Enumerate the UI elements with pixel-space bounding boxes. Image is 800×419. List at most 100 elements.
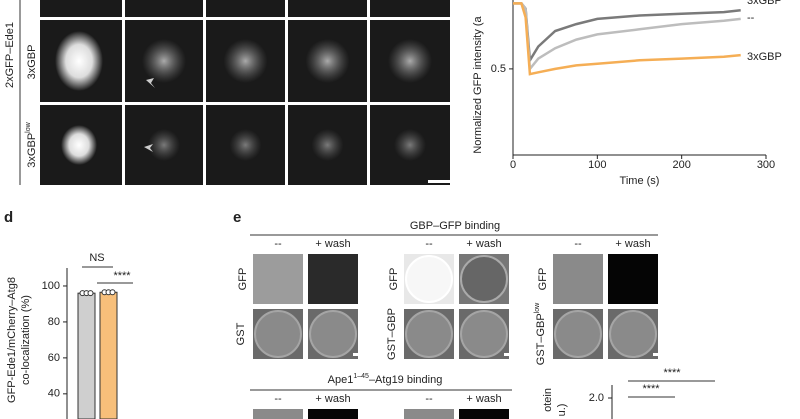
row-label-main: GFP [237, 268, 249, 291]
condensate [388, 39, 432, 83]
bead-image [253, 409, 303, 419]
legend-entry: 3xGBP [747, 51, 782, 63]
bead-image [553, 254, 603, 304]
bar [99, 291, 118, 419]
row-label-sup: low [25, 121, 32, 132]
bar [77, 292, 96, 419]
bead-image [459, 409, 509, 419]
scale-bar [428, 180, 450, 183]
panel-header-rest: –Atg19 binding [369, 374, 442, 386]
y-tick-label: 40 [48, 388, 60, 400]
condensate [311, 129, 344, 161]
row-label-main: GFP [537, 268, 549, 291]
bead-image [253, 254, 303, 304]
x-tick-label: 200 [672, 159, 690, 171]
column-label: -- [574, 238, 582, 250]
bead [460, 310, 508, 358]
panel-header: GBP–GFP binding [410, 220, 500, 232]
y-tick-label: 80 [48, 316, 60, 328]
bead [405, 255, 453, 303]
column-label: -- [425, 393, 433, 405]
arrowhead [146, 78, 155, 88]
bead-image [308, 254, 358, 304]
row-label: GST [235, 322, 247, 345]
bead [554, 310, 602, 358]
micrograph [370, 0, 450, 17]
x-tick-label: 0 [510, 159, 516, 171]
column-label: + wash [466, 238, 501, 250]
bead [609, 310, 657, 358]
column-label: -- [274, 393, 282, 405]
row-label-main: GST [235, 322, 247, 345]
row-label: GFP [237, 268, 249, 291]
annotation: **** [113, 270, 131, 282]
column-label: -- [274, 238, 282, 250]
y-axis-label: Normalized GFP intensity (a [472, 15, 484, 153]
micrograph [40, 0, 122, 17]
row-label-main: GST–GBP [535, 313, 547, 365]
row-label: GST–GBP [386, 308, 398, 360]
y-axis-label: co-localization (%) [20, 295, 32, 385]
bead [309, 310, 357, 358]
scale-bar [504, 353, 509, 356]
y-axis-label: u.) [556, 404, 568, 417]
series-line [513, 2, 741, 73]
panel-letter: d [4, 209, 13, 226]
row-label: GST–GBPlow [534, 302, 547, 365]
annotation: **** [642, 383, 660, 395]
legend-entry: -- [747, 12, 755, 24]
y-tick-label: 2.0 [589, 392, 604, 404]
panel-header: Ape11–45–Atg19 binding [328, 373, 443, 386]
row-label-sup: low [534, 302, 541, 313]
x-axis-label: Time (s) [620, 175, 660, 187]
micrograph [125, 0, 203, 17]
column-label: + wash [315, 238, 350, 250]
x-tick-label: 300 [757, 159, 775, 171]
bead [405, 310, 453, 358]
panel-header-main: Ape1 [328, 374, 354, 386]
condensate [148, 129, 180, 161]
row-label-main: GFP [388, 268, 400, 291]
y-tick-label: 60 [48, 352, 60, 364]
condensate [229, 129, 262, 161]
condensate [142, 39, 186, 83]
bead-image [608, 254, 658, 304]
legend-entry: 3xGBP [747, 0, 782, 7]
bead-image [404, 409, 454, 419]
arrowhead [144, 144, 153, 152]
condensate [61, 125, 97, 165]
data-point [87, 290, 94, 297]
data-point [109, 289, 116, 296]
row-label: GFP [537, 268, 549, 291]
micrograph [206, 0, 285, 17]
row-label-main: GST–GBP [386, 308, 398, 360]
panel-letter: e [233, 209, 241, 226]
condensate [305, 39, 350, 83]
bead [460, 255, 508, 303]
panel-header-sup: 1–45 [353, 373, 369, 380]
annotation: NS [89, 252, 104, 264]
strain-label: 2xGFP–Ede1 [4, 22, 16, 88]
bead [254, 310, 302, 358]
annotation: **** [663, 367, 681, 379]
column-label: -- [425, 238, 433, 250]
row-label-main: 3xGBP [26, 45, 38, 80]
condensate [394, 129, 426, 161]
scale-bar [653, 353, 658, 356]
condensate [55, 31, 103, 91]
row-label: 3xGBPlow [25, 121, 38, 167]
y-tick-label: 0.5 [491, 63, 506, 75]
micrograph [288, 0, 367, 17]
column-label: + wash [615, 238, 650, 250]
row-label-main: 3xGBP [26, 133, 38, 168]
y-axis-label: otein [542, 388, 554, 412]
y-tick-label: 100 [42, 280, 60, 292]
column-label: + wash [315, 393, 350, 405]
series-line [513, 2, 741, 76]
row-label: 3xGBP [26, 45, 38, 80]
scale-bar [353, 353, 358, 356]
column-label: + wash [466, 393, 501, 405]
condensate [223, 39, 268, 83]
